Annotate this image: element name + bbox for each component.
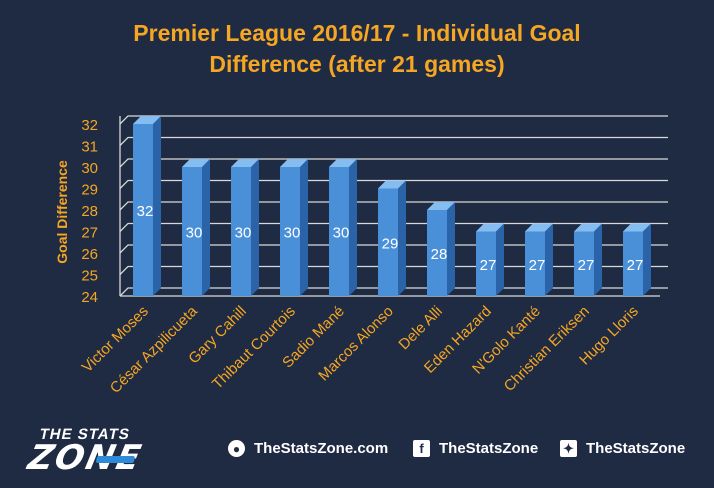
globe-icon: ● <box>228 440 245 457</box>
bars <box>133 116 651 296</box>
data-label: 30 <box>284 225 301 242</box>
bar-side <box>545 223 553 296</box>
bar-side <box>300 159 308 296</box>
bar <box>378 180 406 296</box>
footer: THE STATS ZONE ● TheStatsZone.com f TheS… <box>0 416 714 488</box>
data-label: 27 <box>480 257 497 274</box>
bar <box>329 159 357 296</box>
facebook-link[interactable]: f TheStatsZone <box>413 440 538 457</box>
bar <box>280 159 308 296</box>
chart-title-line-1: Premier League 2016/17 - Individual Goal <box>133 20 581 46</box>
grid-line <box>119 158 668 168</box>
bar <box>525 223 553 296</box>
grid-line <box>119 115 668 125</box>
facebook-text: TheStatsZone <box>439 440 539 457</box>
y-tick-label: 26 <box>81 246 98 263</box>
x-tick-label: César Azpilicueta <box>107 302 201 396</box>
bar-front <box>231 167 251 296</box>
bar-top <box>329 159 357 167</box>
bar-top <box>182 159 210 167</box>
grid-line <box>119 179 668 189</box>
bar-front <box>525 231 545 296</box>
bar-top <box>231 159 259 167</box>
y-tick-label: 29 <box>81 182 98 199</box>
stats-zone-logo: THE STATS ZONE <box>24 424 166 480</box>
data-label: 28 <box>431 246 448 263</box>
y-tick-label: 31 <box>81 139 98 156</box>
bar-side <box>398 180 406 296</box>
bar-front <box>574 231 594 296</box>
website-link[interactable]: ● TheStatsZone.com <box>228 440 388 457</box>
bar-side <box>496 223 504 296</box>
logo-accent-bar <box>95 456 136 463</box>
bar <box>476 223 504 296</box>
bar-side <box>202 159 210 296</box>
chart-title: Premier League 2016/17 - Individual Goal… <box>0 18 714 80</box>
bar <box>182 159 210 296</box>
y-tick-label: 32 <box>81 117 98 134</box>
bar <box>231 159 259 296</box>
bar-front <box>427 210 447 296</box>
bar-top <box>525 223 553 232</box>
bar <box>574 223 602 296</box>
facebook-icon: f <box>413 440 430 457</box>
grid-line <box>119 136 668 146</box>
x-tick-label: Thibaut Courtois <box>209 303 299 393</box>
bar-side <box>643 223 651 296</box>
bar-top <box>476 223 504 232</box>
x-tick-label: Christian Eriksen <box>501 303 593 395</box>
bar-front <box>280 167 300 296</box>
y-tick-label: 25 <box>81 268 98 285</box>
data-labels: 32 30 30 30 30 29 28 27 27 27 27 <box>137 203 644 274</box>
twitter-icon: ✦ <box>560 440 577 457</box>
data-label: 30 <box>333 225 350 242</box>
bar <box>427 202 455 296</box>
bar-side <box>594 223 602 296</box>
bar-front <box>329 167 349 296</box>
y-axis-label: Goal Difference <box>54 160 70 264</box>
bar-front <box>182 167 202 296</box>
bar-front <box>133 124 153 296</box>
data-label: 27 <box>627 257 644 274</box>
bar-top <box>574 223 602 232</box>
bar-top <box>133 116 161 124</box>
bar-front <box>623 231 643 296</box>
website-text: TheStatsZone.com <box>254 440 389 457</box>
bar-side <box>447 202 455 296</box>
bar-front <box>378 188 398 296</box>
data-label: 30 <box>186 225 203 242</box>
bar-side <box>349 159 357 296</box>
y-tick-label: 30 <box>81 160 98 177</box>
y-tick-label: 27 <box>81 225 98 242</box>
data-label: 27 <box>529 257 546 274</box>
twitter-link[interactable]: ✦ TheStatsZone <box>560 440 685 457</box>
grid-line <box>119 201 668 211</box>
y-tick-label: 24 <box>81 289 98 306</box>
bar-top <box>623 223 651 232</box>
bar <box>623 223 651 296</box>
bar-top <box>427 202 455 210</box>
chart-title-line-2: Difference (after 21 games) <box>209 51 505 77</box>
data-label: 30 <box>235 225 252 242</box>
bar-side <box>153 116 161 296</box>
bar-front <box>476 231 496 296</box>
bar <box>133 116 161 296</box>
y-tick-label: 28 <box>81 203 98 220</box>
bar-top <box>378 180 406 189</box>
data-label: 27 <box>578 257 595 274</box>
bar-side <box>251 159 259 296</box>
data-label: 29 <box>382 235 399 252</box>
twitter-text: TheStatsZone <box>586 440 686 457</box>
data-label: 32 <box>137 203 154 220</box>
x-tick-label: Dele Alli <box>395 303 445 353</box>
bar-top <box>280 159 308 167</box>
y-tick-labels: 24 25 26 27 28 29 30 31 32 <box>81 117 98 306</box>
